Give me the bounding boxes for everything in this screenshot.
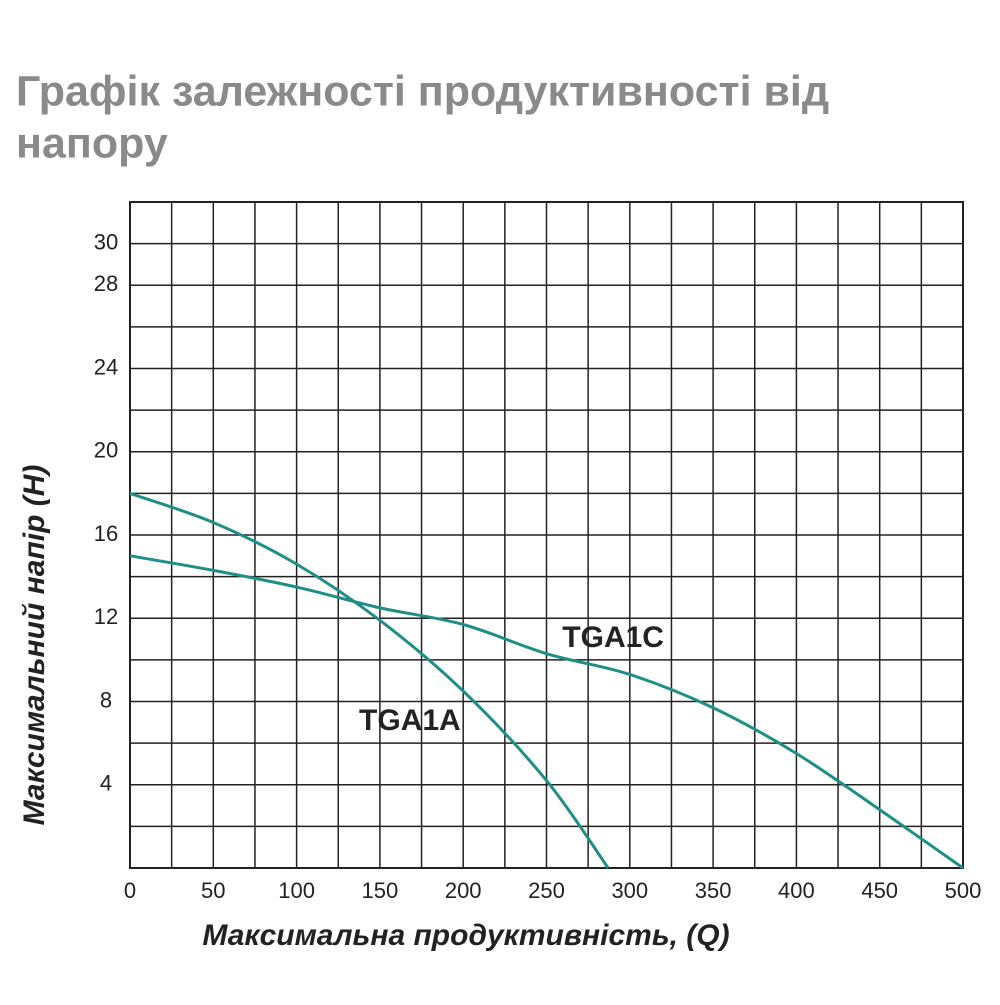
x-tick-label: 500 — [945, 878, 982, 903]
x-tick-label: 250 — [528, 878, 565, 903]
series-line — [129, 491, 610, 869]
plot-frame — [129, 201, 964, 869]
annotation: TGA1C — [562, 621, 664, 654]
x-tick-label: 450 — [861, 878, 898, 903]
y-tick-label: 20 — [94, 438, 118, 463]
chart-title: Графік залежності продуктивності від — [16, 67, 829, 115]
x-tick-label: 100 — [278, 878, 315, 903]
y-tick-label: 28 — [94, 271, 118, 296]
x-tick-label: 350 — [695, 878, 732, 903]
y-tick-label: 8 — [100, 687, 112, 712]
y-tick-label: 16 — [94, 521, 118, 546]
y-tick-label: 12 — [94, 604, 118, 629]
x-tick-label: 300 — [611, 878, 648, 903]
y-tick-label: 30 — [94, 229, 118, 254]
x-axis-title: Максимальна продуктивність, (Q) — [202, 919, 729, 952]
annotation: TGA1A — [359, 704, 461, 737]
series-line — [129, 554, 964, 870]
x-tick-label: 400 — [778, 878, 815, 903]
x-tick-label: 0 — [124, 878, 136, 903]
x-tick-label: 150 — [362, 878, 399, 903]
y-tick-label: 4 — [100, 771, 112, 796]
chart-title: напору — [16, 119, 168, 167]
x-tick-label: 200 — [445, 878, 482, 903]
x-tick-label: 50 — [201, 878, 225, 903]
y-axis-title: Максимальний напір (Н) — [18, 465, 51, 826]
y-tick-label: 24 — [94, 354, 118, 379]
